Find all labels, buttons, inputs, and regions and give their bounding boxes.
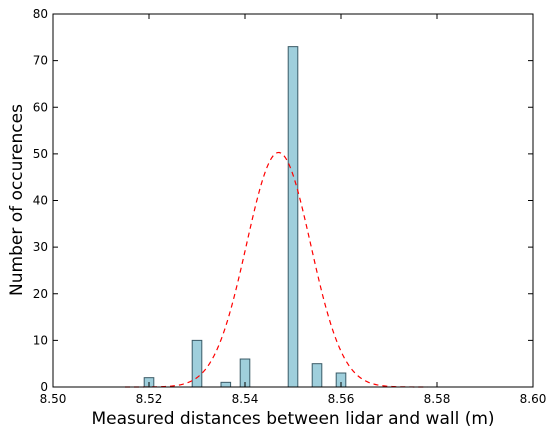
y-tick-label-8: 80 bbox=[33, 7, 48, 21]
bar-2 bbox=[220, 381, 232, 388]
gaussian-fit-curve bbox=[125, 151, 428, 388]
y-axis-title: Number of occurences bbox=[7, 104, 27, 296]
bar-4 bbox=[287, 46, 299, 388]
bar-5 bbox=[311, 363, 323, 388]
x-tick-label-3: 8.56 bbox=[328, 392, 355, 406]
x-tick-label-1: 8.52 bbox=[136, 392, 163, 406]
y-tick-label-7: 70 bbox=[33, 54, 48, 68]
ticks-layer: 8.50 8.52 8.54 8.56 8.58 8.60 0 10 20 30 40 50 60 70 8… bbox=[33, 7, 547, 406]
x-tick-label-5: 8.60 bbox=[520, 392, 547, 406]
y-tick-label-0: 0 bbox=[40, 380, 48, 394]
x-tick-label-4: 8.58 bbox=[424, 392, 451, 406]
x-axis-title: Measured distances between lidar and wal… bbox=[91, 409, 494, 427]
y-tick-label-6: 60 bbox=[33, 100, 48, 114]
bar-1 bbox=[191, 339, 203, 388]
x-tick-label-0: 8.50 bbox=[40, 392, 67, 406]
y-tick-label-4: 40 bbox=[33, 194, 48, 208]
y-tick-label-2: 20 bbox=[33, 287, 48, 301]
y-tick-label-3: 30 bbox=[33, 240, 48, 254]
bars-layer bbox=[143, 46, 347, 388]
y-tick-label-1: 10 bbox=[33, 333, 48, 347]
y-tick-label-5: 50 bbox=[33, 147, 48, 161]
x-tick-label-2: 8.54 bbox=[232, 392, 259, 406]
